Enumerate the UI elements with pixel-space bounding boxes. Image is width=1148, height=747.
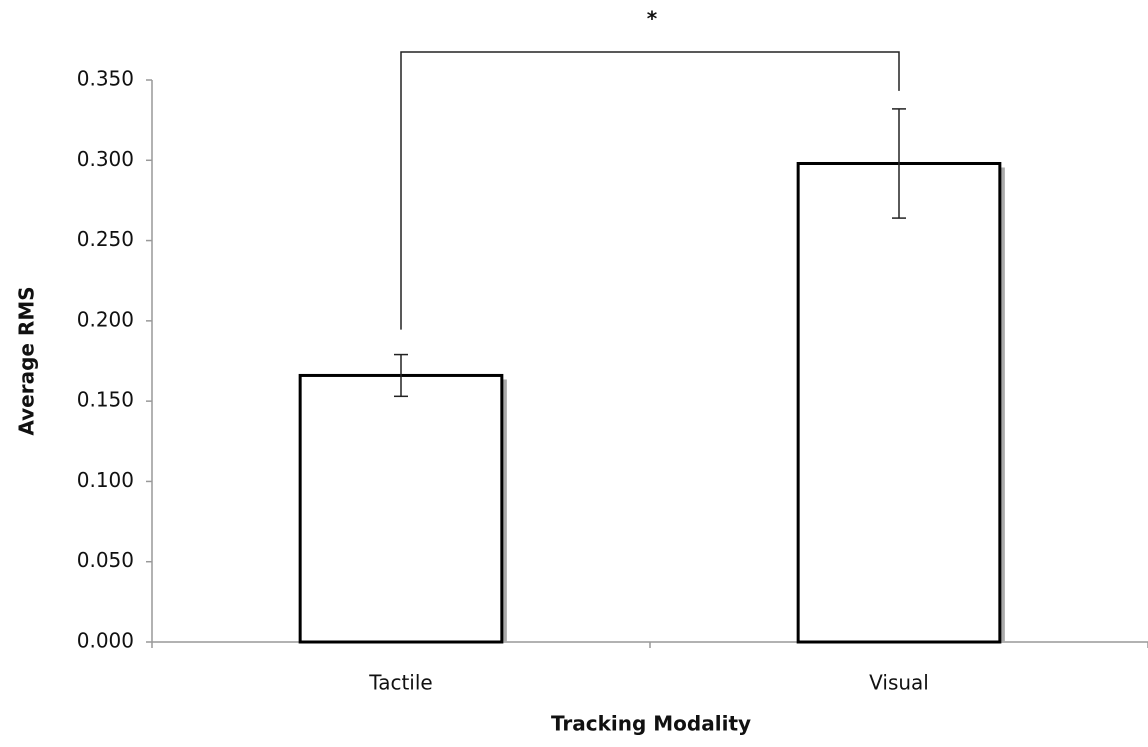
y-tick-label: 0.100 <box>77 468 134 492</box>
y-tick-label: 0.050 <box>77 548 134 572</box>
bar <box>298 373 504 644</box>
bar <box>796 161 1002 644</box>
x-tick-label: Tactile <box>368 671 432 695</box>
y-tick-label: 0.350 <box>77 67 134 91</box>
y-tick-label: 0.200 <box>77 307 134 331</box>
x-axis-label: Tracking Modality <box>551 712 751 736</box>
y-tick-label: 0.250 <box>77 227 134 251</box>
y-axis-label: Average RMS <box>15 286 39 435</box>
y-tick-label: 0.300 <box>77 147 134 171</box>
x-tick-label: Visual <box>869 671 929 695</box>
significance-bracket <box>400 51 900 330</box>
significance-marker: * <box>647 7 658 31</box>
y-tick-label: 0.000 <box>77 629 134 653</box>
y-tick-label: 0.150 <box>77 388 134 412</box>
